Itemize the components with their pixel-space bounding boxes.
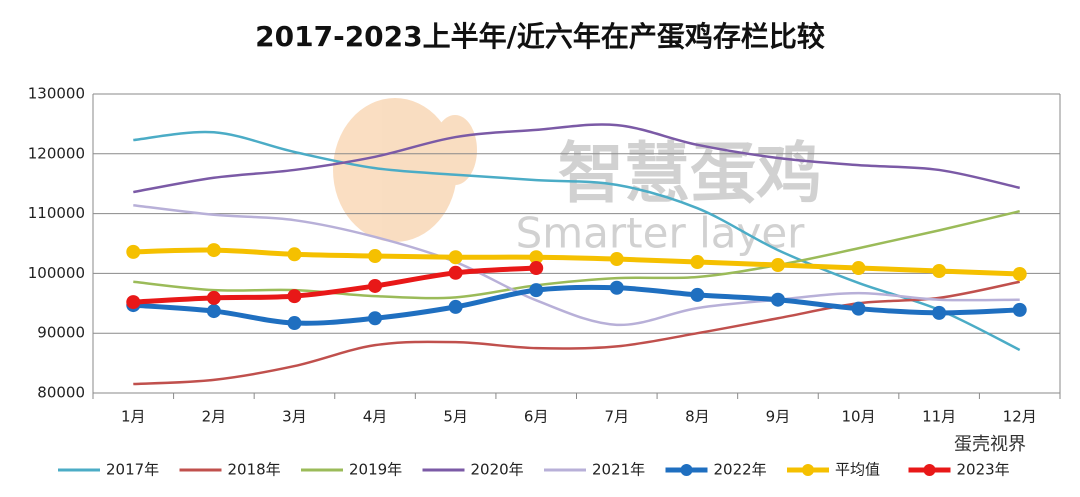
data-point bbox=[851, 301, 866, 316]
series-line bbox=[133, 247, 1020, 277]
y-tick-label: 80000 bbox=[37, 384, 85, 402]
x-tick-label: 10月 bbox=[841, 408, 875, 426]
legend-label: 2021年 bbox=[592, 461, 645, 479]
x-tick-label: 6月 bbox=[524, 408, 549, 426]
legend-marker bbox=[680, 464, 693, 476]
legend-label: 2020年 bbox=[471, 461, 524, 479]
series-line bbox=[133, 203, 1020, 327]
x-tick-label: 2月 bbox=[202, 408, 227, 426]
legend-marker bbox=[802, 464, 814, 476]
data-point bbox=[206, 304, 221, 319]
chart-title: 2017-2023上半年/近六年在产蛋鸡存栏比较 bbox=[255, 20, 825, 53]
data-point bbox=[1012, 302, 1027, 317]
legend-label: 2022年 bbox=[714, 461, 767, 479]
watermark-logo bbox=[433, 115, 477, 185]
y-tick-label: 130000 bbox=[28, 85, 85, 103]
series-line bbox=[133, 209, 1020, 300]
data-point bbox=[126, 295, 141, 310]
data-point bbox=[609, 280, 624, 295]
data-point bbox=[206, 290, 221, 305]
data-point bbox=[448, 250, 463, 265]
data-point bbox=[932, 305, 947, 320]
data-point bbox=[770, 292, 785, 307]
legend-label: 2017年 bbox=[106, 461, 159, 479]
data-point bbox=[448, 299, 463, 314]
y-tick-label: 110000 bbox=[28, 204, 85, 222]
x-tick-label: 4月 bbox=[363, 408, 388, 426]
y-tick-label: 90000 bbox=[37, 324, 85, 342]
data-point bbox=[287, 289, 302, 304]
data-point bbox=[126, 244, 141, 259]
y-tick-label: 100000 bbox=[28, 264, 85, 282]
data-point bbox=[448, 265, 463, 280]
x-tick-label: 9月 bbox=[766, 408, 791, 426]
x-tick-label: 12月 bbox=[1003, 408, 1037, 426]
x-tick-label: 8月 bbox=[685, 408, 710, 426]
data-point bbox=[287, 247, 302, 262]
data-point bbox=[690, 287, 705, 302]
data-point bbox=[770, 258, 785, 273]
series-line bbox=[133, 123, 1020, 194]
data-point bbox=[529, 250, 544, 265]
data-point bbox=[206, 243, 221, 258]
watermark-text: 智慧蛋鸡 bbox=[558, 135, 822, 212]
watermark-text: Smarter layer bbox=[516, 209, 806, 258]
x-tick-label: 11月 bbox=[922, 408, 956, 426]
data-point bbox=[368, 278, 383, 293]
x-tick-label: 5月 bbox=[443, 408, 468, 426]
data-point bbox=[368, 311, 383, 326]
x-tick-label: 7月 bbox=[605, 408, 630, 426]
x-tick-label: 3月 bbox=[282, 408, 307, 426]
x-tick-label: 1月 bbox=[121, 408, 146, 426]
data-point bbox=[368, 249, 383, 264]
data-point bbox=[1012, 266, 1027, 281]
legend-label: 平均值 bbox=[835, 461, 880, 479]
data-point bbox=[851, 261, 866, 276]
data-point bbox=[529, 283, 544, 298]
legend-label: 2023年 bbox=[957, 461, 1010, 479]
source-badge: 蛋壳视界 bbox=[954, 434, 1026, 455]
data-point bbox=[932, 264, 947, 279]
series-line bbox=[133, 280, 1020, 386]
data-point bbox=[529, 261, 544, 276]
data-point bbox=[609, 252, 624, 267]
series-line bbox=[133, 130, 1021, 352]
legend-marker bbox=[923, 464, 936, 476]
legend-label: 2019年 bbox=[349, 461, 402, 479]
legend-label: 2018年 bbox=[228, 461, 281, 479]
data-point bbox=[690, 255, 705, 270]
y-tick-label: 120000 bbox=[28, 144, 85, 162]
data-point bbox=[287, 316, 302, 331]
